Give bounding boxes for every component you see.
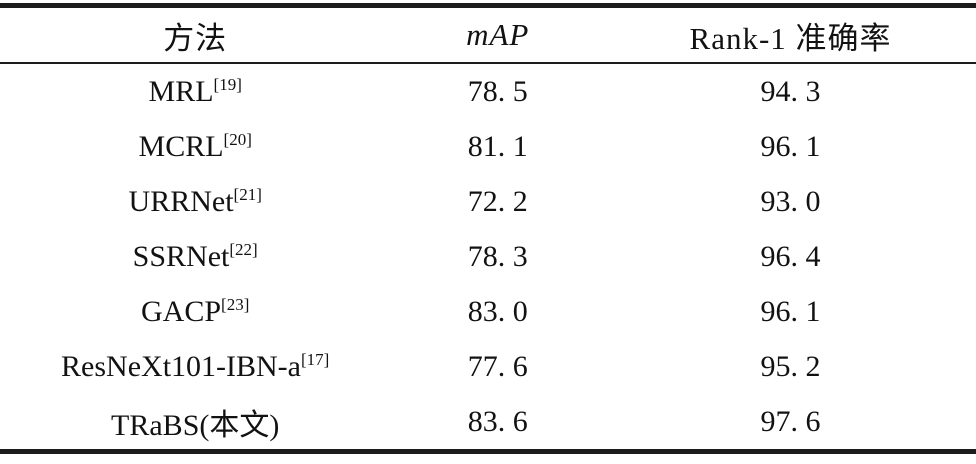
method-name: GACP: [141, 294, 222, 328]
citation-ref: [21]: [233, 184, 262, 204]
table-top-rule: [0, 3, 976, 8]
rank1-cell: 96. 4: [760, 239, 821, 273]
header-rank1: Rank-1 准确率: [689, 20, 892, 56]
citation-ref: [22]: [229, 239, 258, 259]
method-name: MRL: [148, 74, 214, 108]
method-cell: MRL[19]: [0, 75, 390, 109]
method-name: ResNeXt101-IBN-a: [61, 349, 301, 383]
header-map: mAP: [466, 17, 530, 52]
table-row: URRNet[21] 72. 2 93. 0: [0, 174, 976, 229]
map-cell: 83. 6: [467, 404, 528, 438]
method-cell: TRaBS(本文): [0, 400, 390, 444]
method-name: URRNet: [128, 184, 234, 218]
table-row: GACP[23] 83. 0 96. 1: [0, 284, 976, 339]
method-name: SSRNet: [132, 239, 230, 273]
rank1-cell: 93. 0: [760, 184, 821, 218]
table-header-row: 方法 mAP Rank-1 准确率: [0, 8, 976, 62]
rank1-cell: 96. 1: [760, 129, 821, 163]
citation-ref: [17]: [301, 349, 330, 369]
rank1-cell: 97. 6: [760, 404, 821, 438]
table-bottom-rule: [0, 449, 976, 454]
method-cell: SSRNet[22]: [0, 240, 390, 274]
citation-ref: [19]: [213, 74, 242, 94]
map-cell: 78. 3: [467, 239, 528, 273]
method-cell: URRNet[21]: [0, 185, 390, 219]
rank1-cell: 96. 1: [760, 294, 821, 328]
method-cell: ResNeXt101-IBN-a[17]: [0, 350, 390, 384]
header-method: 方法: [163, 20, 228, 56]
rank1-cell: 95. 2: [760, 349, 821, 383]
method-name: MCRL: [138, 129, 224, 163]
map-cell: 77. 6: [467, 349, 528, 383]
table-row: MCRL[20] 81. 1 96. 1: [0, 119, 976, 174]
map-cell: 83. 0: [467, 294, 528, 328]
table-row: TRaBS(本文) 83. 6 97. 6: [0, 394, 976, 449]
table-row: SSRNet[22] 78. 3 96. 4: [0, 229, 976, 284]
table-row: MRL[19] 78. 5 94. 3: [0, 64, 976, 119]
map-cell: 78. 5: [467, 74, 528, 108]
citation-ref: [20]: [223, 129, 252, 149]
rank1-cell: 94. 3: [760, 74, 821, 108]
citation-ref: [23]: [221, 294, 250, 314]
method-cell: MCRL[20]: [0, 130, 390, 164]
map-cell: 72. 2: [467, 184, 528, 218]
table-header-rule: [0, 62, 976, 64]
method-cell: GACP[23]: [0, 295, 390, 329]
map-cell: 81. 1: [467, 129, 528, 163]
method-name: TRaBS(本文): [111, 408, 280, 442]
table-row: ResNeXt101-IBN-a[17] 77. 6 95. 2: [0, 339, 976, 394]
